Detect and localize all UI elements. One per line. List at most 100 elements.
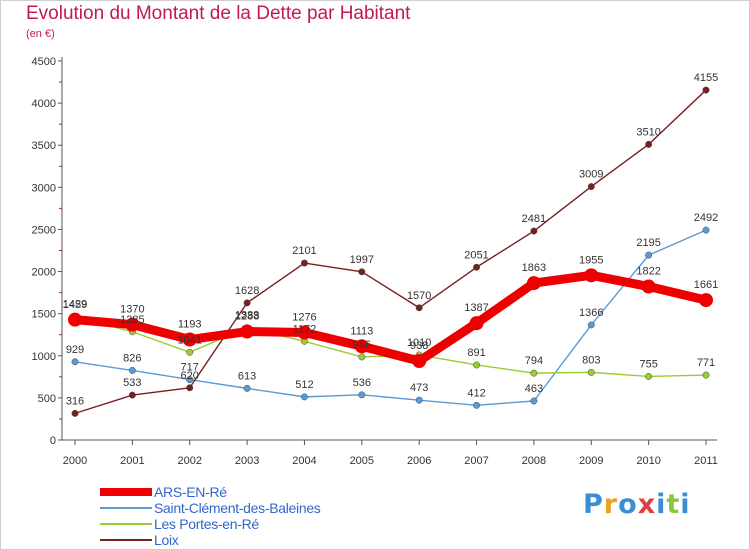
data-point xyxy=(473,361,480,369)
data-label: 1997 xyxy=(350,254,374,266)
legend-item: ARS-EN-Ré xyxy=(100,484,321,500)
x-tick-label: 2004 xyxy=(292,455,316,467)
data-label: 2481 xyxy=(522,213,546,225)
y-tick-label: 500 xyxy=(38,393,56,405)
data-point xyxy=(412,353,427,368)
legend-swatch xyxy=(100,507,152,509)
data-point xyxy=(358,391,366,399)
data-point xyxy=(587,183,595,191)
series-line-0 xyxy=(70,270,711,366)
data-point xyxy=(301,259,308,267)
data-point xyxy=(243,299,251,307)
chart-subtitle: (en €) xyxy=(26,28,55,40)
data-label: 613 xyxy=(238,370,256,382)
data-point xyxy=(702,86,710,94)
logo-letter: P xyxy=(583,489,604,520)
data-point xyxy=(587,321,595,329)
data-labels: 929 826 717 613 512 536 473 412 463 1366 2195 2492 1… xyxy=(63,72,718,407)
logo-letter: i xyxy=(680,489,691,520)
data-label: 986 xyxy=(353,339,371,351)
data-label: 1370 xyxy=(120,304,144,316)
data-point xyxy=(128,366,136,374)
data-point xyxy=(702,371,710,379)
x-tick-label: 2006 xyxy=(407,455,431,467)
data-point xyxy=(526,276,541,291)
x-tick-label: 2003 xyxy=(235,455,259,467)
data-point xyxy=(297,325,312,340)
data-label: 1041 xyxy=(177,334,201,346)
data-label: 1288 xyxy=(235,311,259,323)
data-label: 2051 xyxy=(464,249,488,261)
data-point xyxy=(71,409,79,417)
legend-item: Loix xyxy=(100,532,321,548)
data-point xyxy=(530,397,538,405)
data-point xyxy=(186,348,194,356)
data-label: 1955 xyxy=(579,254,603,266)
data-label: 1661 xyxy=(694,279,718,291)
x-tick-label: 2000 xyxy=(63,455,87,467)
data-point xyxy=(186,384,194,392)
legend-item: Saint-Clément-des-Baleines xyxy=(100,500,321,516)
data-point xyxy=(354,339,369,354)
chart-title: Evolution du Montant de la Dette par Hab… xyxy=(26,3,411,24)
logo-letter: r xyxy=(603,489,619,520)
data-point xyxy=(415,304,423,312)
y-tick-label: 1500 xyxy=(32,309,56,321)
data-label: 4155 xyxy=(694,72,718,84)
data-point xyxy=(182,332,197,347)
data-label: 1863 xyxy=(522,262,546,274)
data-label: 2492 xyxy=(694,212,718,224)
y-tick-label: 4500 xyxy=(32,56,56,68)
data-point xyxy=(473,401,480,409)
data-label: 3510 xyxy=(636,126,660,138)
data-label: 1010 xyxy=(407,337,431,349)
data-label: 1570 xyxy=(407,290,431,302)
data-point xyxy=(301,393,308,401)
x-tick-label: 2005 xyxy=(350,455,374,467)
y-tick-label: 2000 xyxy=(32,267,56,279)
y-tick-label: 2500 xyxy=(32,224,56,236)
legend-swatch xyxy=(100,539,152,541)
data-label: 891 xyxy=(467,347,485,359)
data-label: 1333 xyxy=(235,310,259,322)
data-label: 316 xyxy=(66,395,84,407)
data-point xyxy=(584,268,599,283)
data-label: 463 xyxy=(525,383,543,395)
data-point xyxy=(243,384,251,392)
data-label: 1366 xyxy=(579,307,603,319)
data-label: 1628 xyxy=(235,285,259,297)
data-point xyxy=(240,324,255,339)
x-tick-label: 2001 xyxy=(120,455,144,467)
data-label: 412 xyxy=(467,387,485,399)
data-label: 1459 xyxy=(63,299,87,311)
data-label: 533 xyxy=(123,377,141,389)
data-point xyxy=(68,312,82,327)
data-point xyxy=(641,279,656,294)
legend-item: Les Portes-en-Ré xyxy=(100,516,321,532)
data-point xyxy=(587,368,595,376)
data-point xyxy=(530,369,538,377)
data-label: 620 xyxy=(181,370,199,382)
data-label: 1172 xyxy=(293,323,317,335)
data-point xyxy=(358,268,366,276)
axes: 0 500 1000 1500 2000 2500 3000 3500 4000 4500 2000… xyxy=(32,56,718,467)
y-tick-label: 4000 xyxy=(32,98,56,110)
data-point xyxy=(699,293,713,308)
series-points xyxy=(68,86,713,417)
data-point xyxy=(415,396,423,404)
logo-letter: t xyxy=(666,489,681,520)
x-tick-label: 2008 xyxy=(522,455,546,467)
data-label: 2195 xyxy=(636,237,660,249)
data-label: 1822 xyxy=(636,266,660,278)
data-point xyxy=(702,226,710,234)
data-label: 512 xyxy=(295,379,313,391)
y-tick-label: 3000 xyxy=(32,182,56,194)
data-label: 1113 xyxy=(350,325,373,337)
data-label: 794 xyxy=(525,355,543,367)
data-point xyxy=(358,353,366,361)
data-label: 1193 xyxy=(178,319,202,331)
x-tick-label: 2011 xyxy=(694,455,718,467)
logo-letter: i xyxy=(656,489,667,520)
